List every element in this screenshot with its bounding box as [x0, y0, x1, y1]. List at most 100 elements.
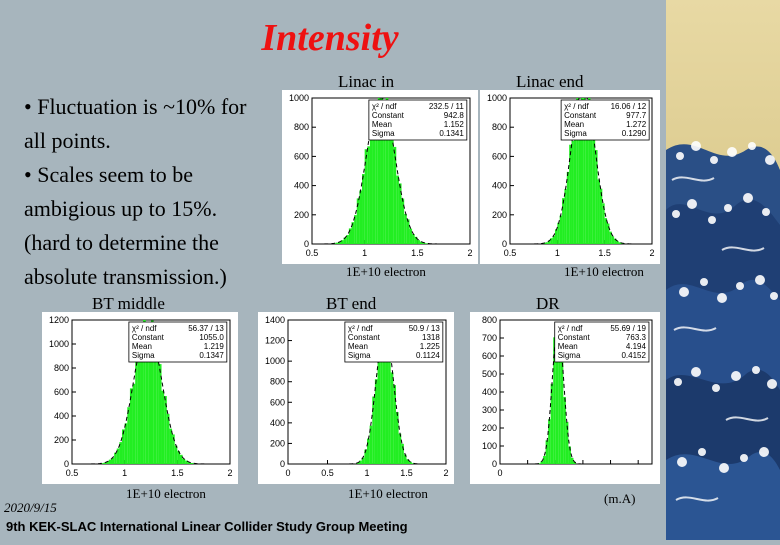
histogram-bar — [148, 329, 151, 464]
y-tick-label: 400 — [294, 181, 309, 191]
histogram-bar — [403, 454, 407, 464]
histogram-bar — [145, 328, 149, 464]
histogram-bar — [404, 213, 407, 244]
xlabel-bt-end: 1E+10 electron — [348, 486, 428, 501]
y-tick-label: 0 — [304, 239, 309, 249]
histogram-bar — [581, 98, 584, 244]
y-tick-label: 1200 — [49, 315, 69, 325]
histogram-bar — [543, 456, 546, 464]
histogram-bar — [158, 364, 162, 464]
histogram-bar — [585, 101, 589, 244]
stats-value: 55.69 / 19 — [610, 324, 646, 333]
histogram-bar — [369, 119, 373, 244]
y-tick-label: 400 — [270, 418, 285, 428]
plot-label-bt-end: BT end — [326, 294, 377, 313]
histogram-bar — [419, 241, 423, 244]
histogram-bt-middle-svg: 0 200 400 600 800 1000 1200 0.5 1 1.5 2 χ² / ndf 56.… — [49, 315, 233, 478]
histogram-bar — [340, 240, 344, 244]
histogram-bar — [132, 383, 136, 464]
x-tick-label: 2 — [443, 468, 448, 478]
y-tick-label: 200 — [270, 438, 285, 448]
stats-key: χ² / ndf — [348, 324, 373, 333]
histogram-bar — [156, 351, 159, 464]
histogram-bar — [609, 231, 612, 244]
stats-key: Mean — [564, 120, 584, 129]
y-tick-label: 800 — [492, 122, 507, 132]
stats-value: 1.225 — [420, 342, 441, 351]
histogram-bar — [182, 458, 186, 464]
histogram-bar — [545, 440, 549, 464]
histogram-bar — [161, 390, 165, 464]
y-tick-label: 1000 — [289, 93, 309, 103]
stats-value: 1055.0 — [199, 333, 224, 342]
y-tick-label: 0 — [492, 459, 497, 469]
stats-value: 0.1347 — [199, 351, 224, 360]
stats-box: χ² / ndf 50.9 / 13 Constant 1318 Mean 1.225 Si… — [344, 321, 444, 363]
histogram-bar — [106, 461, 109, 464]
histogram-bar — [111, 457, 115, 464]
histogram-bar — [335, 242, 339, 244]
plot-label-linac-end: Linac end — [516, 72, 584, 91]
stats-value: 942.8 — [444, 111, 465, 120]
histogram-bar — [607, 223, 610, 244]
histogram-bar — [553, 337, 556, 464]
x-tick-label: 2 — [649, 248, 654, 258]
stats-value: 50.9 / 13 — [409, 324, 441, 333]
stats-box-frame — [560, 99, 650, 141]
stats-key: Constant — [348, 333, 381, 342]
histogram-bar — [385, 98, 389, 244]
x-tick-label: 1 — [362, 248, 367, 258]
stats-value: 232.5 / 11 — [429, 102, 465, 111]
histogram-bar — [383, 105, 386, 244]
y-axis: 0 200 400 600 800 1000 1200 — [49, 315, 76, 469]
histogram-bar — [190, 462, 194, 464]
histogram-bar — [129, 388, 133, 464]
stats-key: χ² / ndf — [372, 102, 397, 111]
histogram-bar — [338, 241, 341, 244]
histogram-bar — [364, 449, 367, 464]
gaussian-fit-curve — [534, 97, 632, 245]
histogram-bar — [385, 327, 389, 464]
stats-key: Constant — [132, 333, 165, 342]
histogram-bar — [377, 356, 381, 464]
stats-key: χ² / ndf — [564, 102, 589, 111]
histogram-bar — [359, 460, 362, 464]
histogram-bar — [583, 98, 586, 244]
histogram-bar — [351, 222, 355, 244]
stats-value: 56.37 / 13 — [188, 324, 224, 333]
y-axis: 0 200 400 600 800 1000 1200 1400 — [265, 315, 292, 469]
histogram-bar — [602, 203, 605, 244]
histogram-bar — [595, 150, 598, 244]
y-tick-label: 1000 — [49, 339, 69, 349]
histogram-bar — [119, 442, 123, 464]
histogram-bar — [388, 126, 391, 244]
stats-key: Sigma — [564, 129, 587, 138]
slide-title: Intensity — [261, 17, 399, 59]
histogram-bar — [372, 396, 375, 464]
histogram-bar — [552, 235, 555, 244]
stats-key: Mean — [132, 342, 152, 351]
stats-key: Mean — [558, 342, 578, 351]
y-tick-label: 200 — [54, 435, 69, 445]
histogram-bar — [174, 445, 178, 464]
x-tick-label: 1 — [122, 468, 127, 478]
histogram-bar — [573, 112, 577, 244]
histogram-bar — [364, 149, 368, 244]
y-tick-label: 0 — [502, 239, 507, 249]
stats-box: χ² / ndf 16.06 / 12 Constant 977.7 Mean 1.272… — [560, 99, 650, 141]
histogram-bar — [554, 229, 558, 244]
histogram-bar — [164, 396, 167, 464]
histogram-bar — [359, 190, 363, 244]
y-tick-label: 500 — [482, 369, 497, 379]
histogram-bar — [166, 413, 170, 464]
wave-decoration-svg — [666, 0, 780, 540]
histogram-bar — [380, 324, 383, 464]
histogram-bar — [177, 451, 180, 464]
x-tick-label: 1 — [364, 468, 369, 478]
bullet-line: absolute transmission.) — [24, 264, 227, 289]
histogram-bt-end: 0 200 400 600 800 1000 1200 1400 0 0.5 1 1.5 2 χ² / n… — [258, 312, 454, 484]
histogram-bar — [566, 171, 570, 244]
histogram-bar — [559, 215, 563, 244]
histogram-bar — [560, 349, 564, 464]
histogram-bar — [414, 236, 418, 244]
